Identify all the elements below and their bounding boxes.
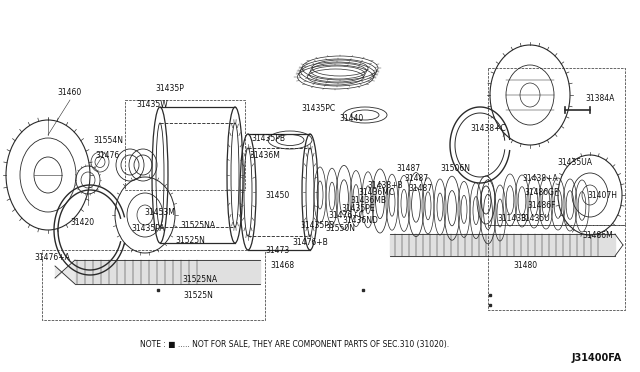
Text: 31468: 31468 — [270, 260, 294, 269]
Text: 31525NA: 31525NA — [182, 276, 218, 285]
Text: 31435PA: 31435PA — [131, 224, 165, 232]
Text: 31436MC: 31436MC — [358, 187, 394, 196]
Text: 31476+A: 31476+A — [34, 253, 70, 263]
Text: 31486GF: 31486GF — [525, 187, 559, 196]
Text: 31486F: 31486F — [528, 201, 556, 209]
Text: 31525NA: 31525NA — [180, 221, 216, 230]
Text: 31487: 31487 — [396, 164, 420, 173]
Text: 31554N: 31554N — [93, 135, 123, 144]
Text: 31525N: 31525N — [175, 235, 205, 244]
Text: 31486M: 31486M — [582, 231, 613, 240]
Text: 31450: 31450 — [266, 190, 290, 199]
Text: 31435UA: 31435UA — [557, 157, 593, 167]
Text: 31435PD: 31435PD — [301, 221, 335, 230]
Text: 31476+B: 31476+B — [292, 237, 328, 247]
Text: 31473: 31473 — [266, 246, 290, 254]
Text: 31436M: 31436M — [250, 151, 280, 160]
Text: 31384A: 31384A — [586, 93, 614, 103]
Text: 31440: 31440 — [340, 113, 364, 122]
Text: 31460: 31460 — [58, 87, 82, 96]
Text: 31435PC: 31435PC — [301, 103, 335, 112]
Text: 31438+A: 31438+A — [522, 173, 558, 183]
Text: 31435PB: 31435PB — [251, 134, 285, 142]
Text: 31487: 31487 — [404, 173, 428, 183]
Text: 31453M: 31453M — [145, 208, 175, 217]
Text: 31476: 31476 — [96, 151, 120, 160]
Text: NOTE : ■ ..... NOT FOR SALE, THEY ARE COMPONENT PARTS OF SEC.310 (31020).: NOTE : ■ ..... NOT FOR SALE, THEY ARE CO… — [140, 340, 449, 350]
Text: 31407H: 31407H — [587, 190, 617, 199]
Text: 31438+B: 31438+B — [367, 180, 403, 189]
Text: J31400FA: J31400FA — [572, 353, 622, 363]
Text: 31435P: 31435P — [156, 83, 184, 93]
Text: 31436ND: 31436ND — [342, 215, 378, 224]
Text: 31420: 31420 — [70, 218, 94, 227]
Text: 31143B: 31143B — [497, 214, 527, 222]
Text: 31506N: 31506N — [440, 164, 470, 173]
Text: 31525N: 31525N — [183, 291, 213, 299]
Text: 31435W: 31435W — [136, 99, 168, 109]
Text: 31435PE: 31435PE — [341, 203, 375, 212]
Text: 31438+C: 31438+C — [470, 124, 506, 132]
Text: 31476+C: 31476+C — [328, 211, 364, 219]
Text: 31435U: 31435U — [520, 214, 550, 222]
Text: 31436MB: 31436MB — [350, 196, 386, 205]
Text: 31487: 31487 — [408, 183, 432, 192]
Text: 31550N: 31550N — [325, 224, 355, 232]
Text: 31480: 31480 — [513, 260, 537, 269]
